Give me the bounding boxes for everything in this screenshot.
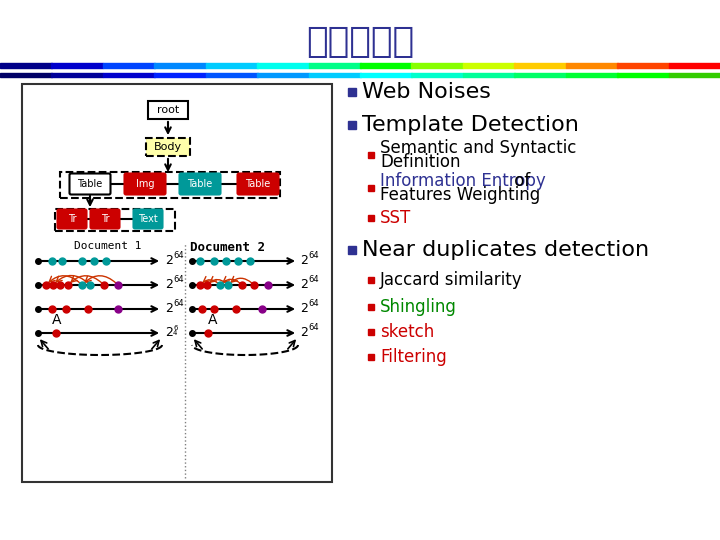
- Text: Document 2: Document 2: [191, 241, 266, 254]
- Bar: [463, 73, 515, 77]
- Text: 6: 6: [173, 325, 178, 331]
- Bar: [368, 215, 374, 221]
- Text: A: A: [208, 313, 217, 327]
- Text: Information Entropy: Information Entropy: [380, 172, 546, 190]
- Text: Tr: Tr: [101, 214, 109, 224]
- Bar: [411, 73, 464, 77]
- Bar: [103, 63, 155, 68]
- Text: Filtering: Filtering: [380, 348, 446, 366]
- Bar: [368, 185, 374, 191]
- Text: Tr: Tr: [68, 214, 76, 224]
- Text: Features Weighting: Features Weighting: [380, 186, 540, 204]
- Text: Semantic and Syntactic: Semantic and Syntactic: [380, 139, 577, 157]
- Bar: [154, 73, 206, 77]
- Bar: [206, 63, 258, 68]
- Bar: [348, 88, 356, 96]
- Text: Web Noises: Web Noises: [362, 82, 491, 102]
- Bar: [368, 304, 374, 310]
- Text: Table: Table: [77, 179, 103, 189]
- FancyBboxPatch shape: [238, 173, 279, 194]
- Bar: [360, 73, 412, 77]
- FancyBboxPatch shape: [179, 173, 220, 194]
- Bar: [617, 73, 669, 77]
- Bar: [154, 63, 206, 68]
- Bar: [348, 121, 356, 129]
- Bar: [51, 73, 104, 77]
- Text: 2: 2: [165, 326, 173, 339]
- Bar: [257, 73, 309, 77]
- Bar: [257, 63, 309, 68]
- Text: Definition: Definition: [380, 153, 461, 171]
- Text: Jaccard similarity: Jaccard similarity: [380, 271, 523, 289]
- Text: 64: 64: [173, 275, 184, 285]
- Text: SST: SST: [380, 209, 411, 227]
- Bar: [51, 63, 104, 68]
- Bar: [368, 354, 374, 360]
- Text: 2: 2: [165, 302, 173, 315]
- Bar: [566, 73, 618, 77]
- Bar: [514, 73, 566, 77]
- Bar: [0, 73, 52, 77]
- Bar: [368, 152, 374, 158]
- Text: 64: 64: [308, 275, 319, 285]
- Text: 2: 2: [300, 279, 308, 292]
- Text: 64: 64: [308, 323, 319, 333]
- Text: 2: 2: [165, 279, 173, 292]
- Bar: [566, 63, 618, 68]
- Bar: [22, 84, 332, 482]
- Bar: [55, 209, 175, 231]
- FancyBboxPatch shape: [58, 210, 86, 228]
- Text: Img: Img: [136, 179, 154, 189]
- Bar: [411, 63, 464, 68]
- Text: Near duplicates detection: Near duplicates detection: [362, 240, 649, 260]
- FancyBboxPatch shape: [133, 210, 163, 228]
- Bar: [514, 63, 566, 68]
- Text: A: A: [53, 313, 62, 327]
- Text: 本次课小结: 本次课小结: [306, 25, 414, 59]
- Bar: [146, 138, 190, 156]
- Text: of: of: [509, 172, 531, 190]
- Text: 64: 64: [308, 252, 319, 260]
- Bar: [0, 63, 52, 68]
- Bar: [103, 73, 155, 77]
- Bar: [368, 329, 374, 335]
- Bar: [206, 73, 258, 77]
- Text: Template Detection: Template Detection: [362, 115, 579, 135]
- Text: 2: 2: [165, 254, 173, 267]
- Bar: [463, 63, 515, 68]
- Text: sketch: sketch: [380, 323, 434, 341]
- Text: 64: 64: [173, 300, 184, 308]
- Text: Shingling: Shingling: [380, 298, 457, 316]
- Bar: [669, 73, 720, 77]
- FancyBboxPatch shape: [125, 173, 166, 194]
- Bar: [348, 246, 356, 254]
- Bar: [360, 63, 412, 68]
- Text: Table: Table: [187, 179, 212, 189]
- Bar: [60, 172, 280, 198]
- Text: 4: 4: [173, 330, 177, 336]
- Text: 2: 2: [300, 302, 308, 315]
- FancyBboxPatch shape: [70, 173, 110, 194]
- Text: Body: Body: [154, 142, 182, 152]
- Bar: [309, 73, 361, 77]
- Bar: [669, 63, 720, 68]
- Bar: [309, 63, 361, 68]
- Bar: [617, 63, 669, 68]
- Text: Table: Table: [246, 179, 271, 189]
- Text: 64: 64: [308, 300, 319, 308]
- Text: 64: 64: [173, 252, 184, 260]
- FancyBboxPatch shape: [91, 210, 120, 228]
- Text: Text: Text: [138, 214, 158, 224]
- Bar: [148, 101, 188, 119]
- Text: 2: 2: [300, 327, 308, 340]
- Text: root: root: [157, 105, 179, 115]
- Bar: [368, 277, 374, 283]
- Text: 2: 2: [300, 254, 308, 267]
- Text: Document 1: Document 1: [74, 241, 142, 251]
